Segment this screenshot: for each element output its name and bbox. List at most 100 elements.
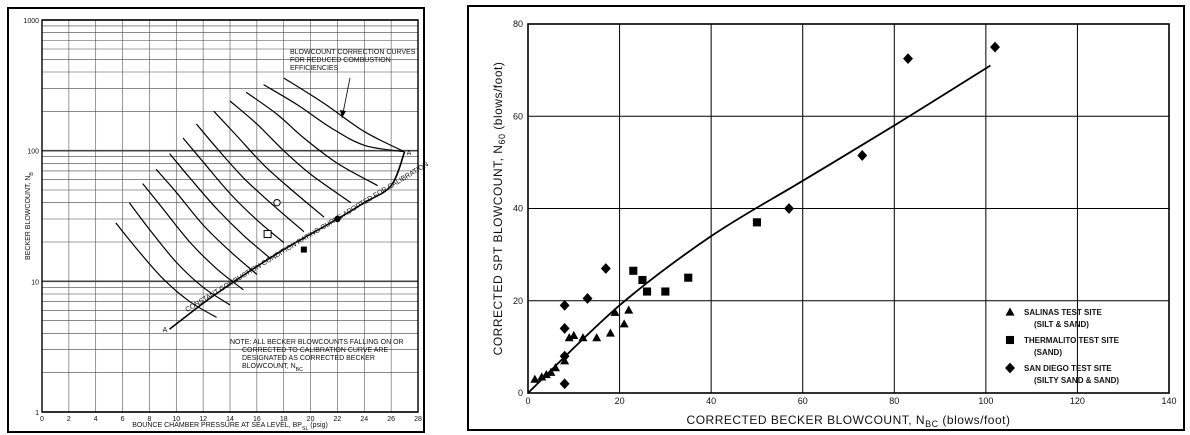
x-tick-label: 80 [889, 396, 899, 406]
note-text: CORRECTED TO CALIBRATION CURVE ARE [242, 347, 388, 354]
data-point [564, 333, 574, 342]
data-point [857, 150, 868, 161]
data-point [592, 333, 602, 342]
data-point [537, 372, 547, 381]
fit-line [527, 64, 991, 394]
x-tick-label: 140 [1161, 396, 1176, 406]
data-point [642, 287, 652, 296]
correction-curve [283, 77, 405, 153]
x-axis-label: BOUNCE CHAMBER PRESSURE AT SEA LEVEL, BP… [132, 422, 328, 432]
data-point [784, 203, 794, 214]
data-point [559, 378, 570, 390]
correction-curve [155, 168, 258, 275]
correction-curve [182, 137, 285, 244]
figure-frame [467, 5, 1185, 431]
correction-curve [229, 100, 352, 204]
data-point [605, 328, 615, 337]
legend-sublabel: (SILT & SAND) [1034, 320, 1089, 329]
x-tick-label: 60 [798, 396, 808, 406]
x-tick-label: 12 [199, 416, 207, 423]
y-tick-label: 80 [513, 19, 523, 29]
x-tick-label: 6 [121, 416, 125, 423]
correction-curve [169, 153, 271, 259]
data-point [990, 41, 1000, 53]
data-point [559, 299, 570, 311]
data-point [619, 319, 629, 328]
correction-curve [142, 183, 244, 291]
calibration-curve [169, 151, 406, 330]
x-tick-label: 2 [67, 416, 71, 423]
plot-frame [41, 19, 419, 413]
x-tick-label: 10 [172, 416, 180, 423]
label-a-bottom: A [163, 327, 168, 334]
x-tick-label: 4 [94, 416, 98, 423]
y-tick-label: 10 [31, 279, 39, 286]
x-tick-label: 20 [307, 416, 315, 423]
data-point [629, 266, 638, 275]
x-tick-label: 14 [226, 416, 234, 423]
data-point [624, 305, 634, 314]
data-point [334, 215, 341, 223]
correction-curve [213, 110, 325, 218]
correction-curves-annotation: FOR REDUCED COMBUSTION [290, 57, 391, 64]
data-point [582, 293, 593, 304]
correction-curve [195, 123, 305, 233]
data-point [550, 363, 560, 372]
y-axis-label: BECKER BLOWCOUNT, NB [25, 172, 35, 260]
data-point [559, 323, 570, 334]
plot-frame [527, 23, 1170, 394]
data-point [578, 333, 588, 342]
calibration-chart: 0 2 4 6 8 10 12 14 16 18 20 22 24 26 281101001000BOUNC… [7, 7, 430, 433]
correction-curves-annotation: BLOWCOUNT CORRECTION CURVES [290, 49, 416, 56]
y-tick-label: 100 [27, 149, 39, 156]
legend-marker [1005, 307, 1015, 316]
y-tick-label: 1000 [23, 18, 39, 25]
note-text: DESIGNATED AS CORRECTED BECKER [242, 355, 375, 362]
arrow-head [340, 110, 346, 118]
legend-label: SALINAS TEST SITE [1024, 308, 1102, 317]
legend-marker [1005, 335, 1015, 345]
correction-curve [263, 84, 405, 153]
y-tick-label: 60 [513, 111, 523, 121]
data-point [569, 330, 579, 339]
x-tick-label: 24 [360, 416, 368, 423]
data-point [530, 374, 540, 383]
data-point [903, 53, 913, 64]
legend-sublabel: (SILTY SAND & SAND) [1034, 376, 1119, 385]
x-tick-label: 0 [40, 416, 44, 423]
data-point [541, 370, 551, 379]
x-tick-label: 120 [1070, 396, 1085, 406]
correction-curve [128, 202, 231, 306]
data-point [661, 287, 670, 296]
y-tick-label: 1 [35, 410, 39, 417]
correction-curve [245, 91, 379, 187]
correction-curves-annotation: EFFICIENCIES [290, 65, 339, 72]
x-tick-label: 26 [387, 416, 395, 423]
data-point [546, 367, 556, 376]
data-point [684, 273, 693, 282]
legend-label: SAN DIEGO TEST SITE [1024, 364, 1112, 373]
x-tick-label: 16 [253, 416, 261, 423]
y-tick-label: 20 [513, 296, 523, 306]
x-tick-label: 40 [706, 396, 716, 406]
label-a-top: A [407, 150, 412, 157]
y-axis-label: CORRECTED SPT BLOWCOUNT, N60 (blows/foot… [491, 62, 507, 356]
note-text: NOTE: ALL BECKER BLOWCOUNTS FALLING ON O… [230, 339, 404, 346]
data-point [752, 218, 761, 227]
x-axis-label: CORRECTED BECKER BLOWCOUNT, NBC (blows/f… [687, 413, 1011, 429]
legend-label: THERMALITO TEST SITE [1024, 336, 1120, 345]
data-point [263, 230, 272, 239]
x-tick-label: 18 [280, 416, 288, 423]
data-point [610, 307, 620, 316]
data-point [559, 350, 570, 362]
y-tick-label: 0 [518, 388, 523, 398]
x-tick-label: 0 [525, 396, 530, 406]
x-tick-label: 22 [334, 416, 342, 423]
note-text: BLOWCOUNT, NBC [242, 363, 303, 373]
x-tick-label: 20 [615, 396, 625, 406]
legend-sublabel: (SAND) [1034, 348, 1062, 357]
data-point [638, 275, 647, 285]
x-tick-label: 100 [978, 396, 993, 406]
x-tick-label: 8 [147, 416, 151, 423]
